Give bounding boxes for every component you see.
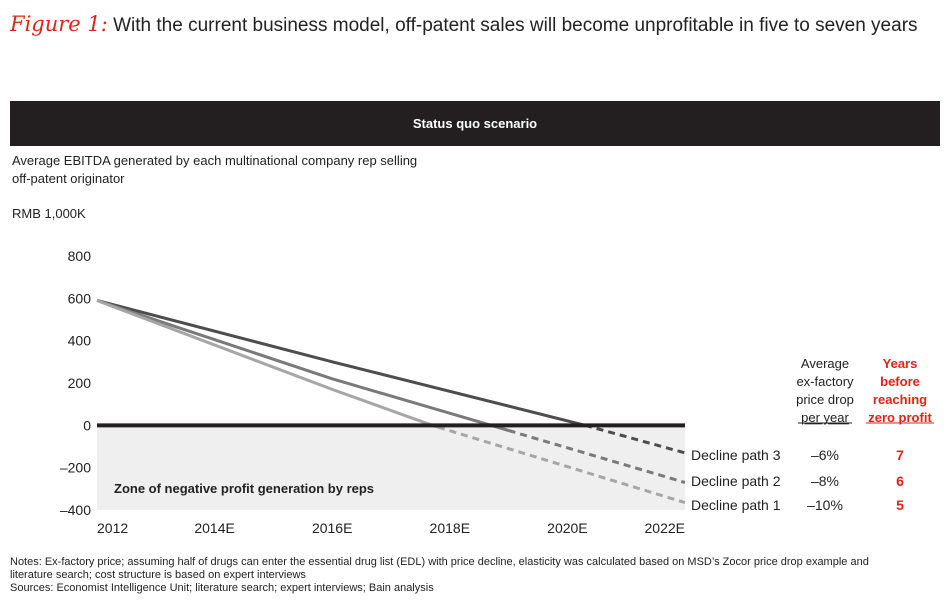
figure-title-text: With the current business model, off-pat… — [113, 15, 918, 36]
x-tick-label: 2022E — [645, 520, 685, 536]
series-line-projected — [508, 429, 686, 484]
years-header: before — [880, 374, 920, 389]
x-tick-label: 2020E — [547, 520, 587, 536]
figure-title: Figure 1: With the current business mode… — [10, 12, 918, 37]
y-tick-label: 200 — [68, 375, 92, 391]
line-chart: Zone of negative profit generation by re… — [60, 248, 934, 536]
years-value: 6 — [896, 473, 904, 489]
price-drop-value: –10% — [807, 497, 843, 513]
y-tick-label: 800 — [68, 248, 92, 264]
years-header: reaching — [873, 392, 927, 407]
x-tick-label: 2018E — [430, 520, 470, 536]
y-axis-unit: RMB 1,000K — [12, 206, 86, 221]
x-tick-label: 2012 — [97, 520, 128, 536]
years-header: Years — [883, 356, 918, 371]
figure-prefix: Figure 1: — [10, 12, 108, 36]
price-drop-value: –8% — [811, 473, 839, 489]
series-label: Decline path 3 — [691, 447, 781, 463]
footnotes: Notes: Ex-factory price; assuming half o… — [10, 556, 940, 595]
years-value: 5 — [896, 497, 904, 513]
price-drop-header: ex-factory — [796, 374, 854, 389]
x-tick-label: 2014E — [194, 520, 234, 536]
series-label: Decline path 1 — [691, 497, 781, 513]
price-drop-value: –6% — [811, 447, 839, 463]
price-drop-header: price drop — [796, 392, 854, 407]
price-drop-header: Average — [801, 356, 849, 371]
chart-subtitle: Average EBITDA generated by each multina… — [12, 153, 418, 186]
notes-line-2: literature search; cost structure is bas… — [10, 569, 306, 581]
series-label: Decline path 2 — [691, 473, 781, 489]
x-tick-label: 2016E — [312, 520, 352, 536]
negative-zone — [97, 425, 685, 510]
series-line-solid — [96, 299, 586, 427]
y-tick-label: 400 — [68, 333, 92, 349]
series-line-solid — [96, 299, 439, 429]
notes-line-1: Notes: Ex-factory price; assuming half o… — [10, 556, 869, 568]
price-drop-header: per year — [801, 410, 849, 425]
y-tick-label: 600 — [68, 290, 92, 306]
y-tick-label: –200 — [60, 460, 91, 476]
y-tick-label: –400 — [60, 502, 91, 518]
negative-zone-label: Zone of negative profit generation by re… — [114, 481, 374, 496]
years-header: zero profit — [868, 410, 932, 425]
scenario-banner: Status quo scenario — [10, 101, 940, 146]
years-value: 7 — [896, 447, 904, 463]
series-line-projected — [584, 423, 686, 455]
series-line-solid — [96, 299, 510, 432]
y-tick-label: 0 — [83, 417, 91, 433]
scenario-banner-label: Status quo scenario — [412, 116, 538, 131]
sources-line: Sources: Economist Intelligence Unit; li… — [10, 582, 434, 594]
